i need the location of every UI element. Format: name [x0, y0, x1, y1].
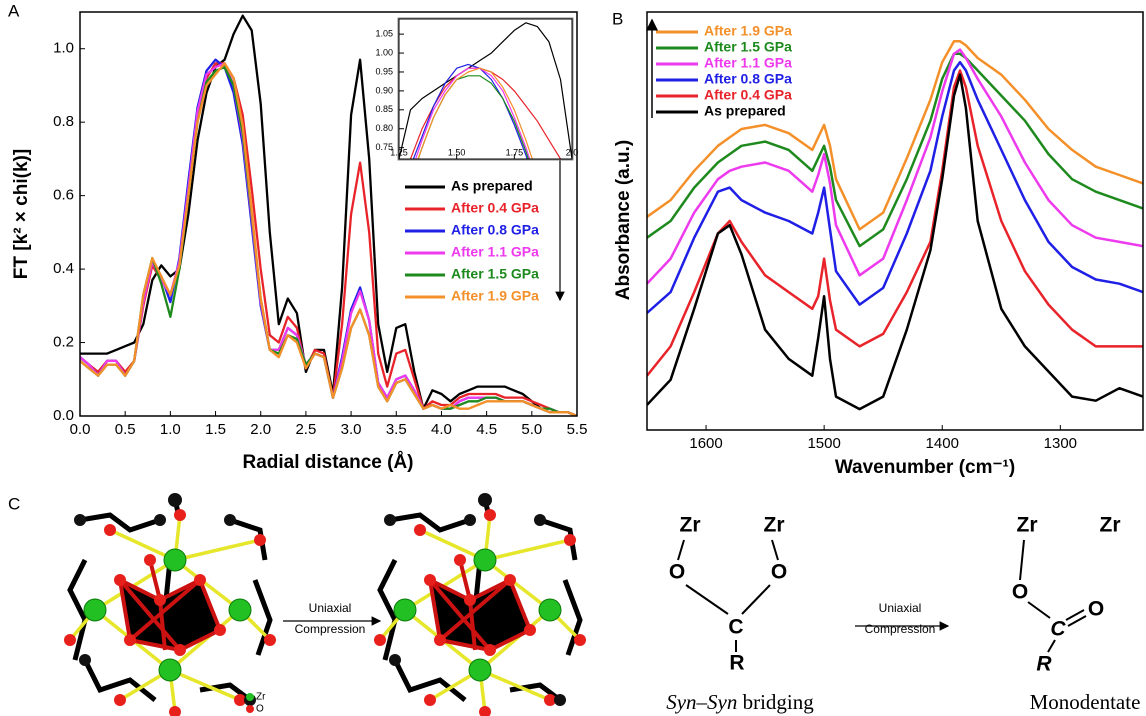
x-tick-label: 2.0	[250, 421, 271, 438]
caption-part: bridging	[743, 690, 815, 714]
arrow-label: Uniaxial	[879, 601, 922, 615]
y-tick-label: 0.8	[53, 113, 74, 130]
legend-label: After 1.1 GPa	[704, 55, 792, 71]
panel-label: B	[612, 9, 623, 28]
y-tick-label: 1.00	[375, 47, 393, 57]
x-tick-label: 3.5	[386, 421, 407, 438]
legend-label: After 0.8 GPa	[704, 71, 792, 87]
x-tick-label: 3.0	[341, 421, 362, 438]
atom-label: R	[729, 652, 744, 675]
x-tick-label: 1.75	[506, 147, 524, 157]
y-tick-label: 1.05	[375, 29, 393, 39]
x-tick-label: 1400	[926, 435, 959, 452]
x-tick-label: 1500	[807, 435, 840, 452]
legend-label: After 1.9 GPa	[704, 23, 792, 39]
series-line	[647, 75, 1143, 409]
x-tick-label: 0.5	[115, 421, 136, 438]
y-axis-title: Absorbance (a.u.)	[613, 140, 634, 300]
x-tick-label: 4.5	[476, 421, 497, 438]
legend-marker	[246, 705, 254, 713]
legend-label: O	[256, 704, 264, 715]
legend-label: As prepared	[451, 178, 533, 194]
y-tick-label: 0.75	[375, 142, 393, 152]
atom-label: O	[1088, 598, 1104, 621]
legend-label: After 0.8 GPa	[451, 222, 539, 238]
x-axis-title: Wavenumber (cm⁻¹)	[835, 457, 1015, 478]
x-axis-title: Radial distance (Å)	[242, 452, 413, 473]
y-tick-label: 0.0	[53, 407, 74, 424]
caption: Syn–Syn bridging	[666, 690, 814, 714]
x-tick-label: 2.5	[295, 421, 316, 438]
x-tick-label: 1.50	[448, 147, 466, 157]
x-tick-label: 4.0	[431, 421, 452, 438]
y-axis-title: FT [k² × chi(k)]	[11, 149, 32, 279]
cluster-structure	[374, 493, 586, 716]
panel-label: A	[8, 1, 20, 20]
x-tick-label: 5.0	[521, 421, 542, 438]
legend-label: After 1.5 GPa	[451, 266, 539, 282]
panel-label: C	[8, 494, 20, 513]
atom-label: O	[669, 561, 685, 584]
x-tick-label: 1600	[689, 435, 722, 452]
atom-label: C	[728, 616, 743, 639]
legend-label: After 1.5 GPa	[704, 39, 792, 55]
atom-label: Zr	[680, 514, 701, 537]
legend-label: After 1.1 GPa	[451, 244, 539, 260]
x-tick-label: 1300	[1044, 435, 1077, 452]
atom-label: O	[771, 561, 787, 584]
x-tick-label: 1.0	[160, 421, 181, 438]
cluster-structure	[64, 493, 276, 716]
y-tick-label: 0.85	[375, 104, 393, 114]
x-tick-label: 1.5	[205, 421, 226, 438]
caption: Monodentate	[1030, 690, 1141, 714]
y-tick-label: 0.6	[53, 187, 74, 204]
legend-label: After 1.9 GPa	[451, 288, 539, 304]
y-tick-label: 0.80	[375, 123, 393, 133]
legend-label: After 0.4 GPa	[451, 200, 539, 216]
legend-marker	[246, 693, 254, 701]
y-tick-label: 0.95	[375, 66, 393, 76]
atom-label: Zr	[1017, 514, 1038, 537]
atom-label: Zr	[1100, 514, 1121, 537]
caption-part: Syn–Syn	[666, 690, 737, 714]
arrow-label: Compression	[865, 622, 936, 636]
y-tick-label: 0.2	[53, 334, 74, 351]
y-tick-label: 1.0	[53, 40, 74, 57]
figure: A B C Radial distance (Å) FT [k² × chi(k…	[0, 0, 1146, 716]
arrow-label: Compression	[295, 622, 366, 636]
legend-label: Zr	[256, 692, 266, 703]
x-tick-label: 5.5	[567, 421, 588, 438]
legend-label: After 0.4 GPa	[704, 87, 792, 103]
atom-label: C	[1050, 618, 1066, 641]
y-tick-label: 0.4	[53, 260, 74, 277]
atom-label: O	[1012, 581, 1028, 604]
atom-label: Zr	[764, 514, 785, 537]
legend-label: As prepared	[704, 103, 786, 119]
y-tick-label: 0.90	[375, 85, 393, 95]
arrow-label: Uniaxial	[309, 601, 352, 615]
atom-label: R	[1036, 653, 1052, 676]
